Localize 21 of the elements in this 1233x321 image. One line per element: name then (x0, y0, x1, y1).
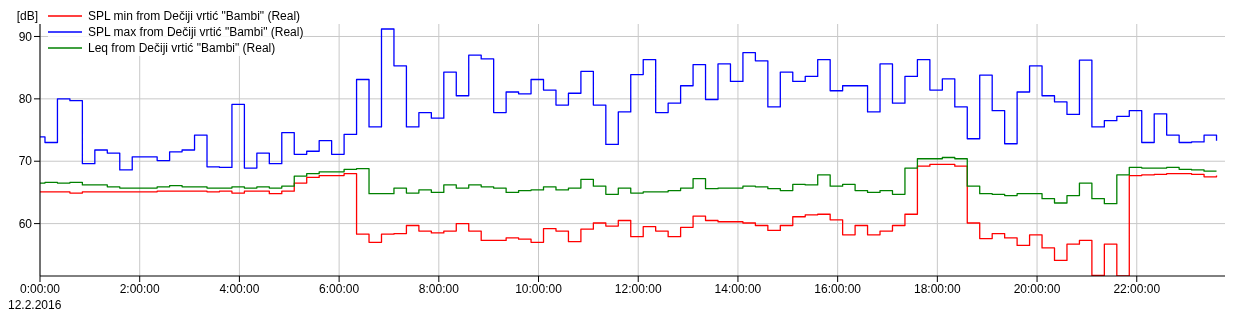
legend-label: Leq from Dečiji vrtić "Bambi" (Real) (88, 40, 276, 56)
text: 12.2.2016 (8, 298, 63, 312)
x-tick-label: 6:00:00 (319, 281, 360, 296)
y-tick-label: 80 (18, 92, 33, 107)
x-tick-label: 12:00:00 (614, 281, 662, 296)
x-tick-label: 4:00:00 (219, 281, 260, 296)
y-tick-label: 60 (18, 216, 33, 231)
x-tick-label: 22:00:00 (1113, 281, 1161, 296)
x-tick-label: 18:00:00 (913, 281, 962, 296)
x-tick-label: 16:00:00 (814, 281, 862, 296)
x-tick-label: 0:00:00 (19, 281, 61, 296)
x-tick-label: 8:00:00 (418, 281, 460, 296)
legend-label: SPL min from Dečiji vrtić "Bambi" (Real) (88, 8, 301, 24)
x-tick-label: 10:00:00 (515, 281, 563, 296)
x-tick-label: 20:00:00 (1013, 281, 1061, 296)
y-axis-title: [dB] (16, 9, 38, 23)
x-tick-label: 2:00:00 (119, 281, 161, 296)
legend-label: SPL max from Dečiji vrtić "Bambi" (Real) (88, 24, 304, 40)
y-tick-label: 70 (18, 154, 33, 169)
x-tick-label: 14:00:00 (714, 281, 762, 296)
y-tick-label: 90 (18, 29, 33, 44)
